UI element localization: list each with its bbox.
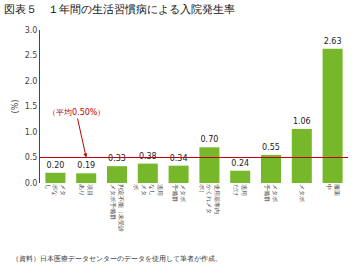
- svg-text:項目あり: 項目あり: [78, 183, 94, 196]
- svg-text:0.5: 0.5: [25, 153, 38, 162]
- svg-text:メタボ予備群: メタボ予備群: [172, 184, 187, 202]
- svg-text:図表５ １年間の生活習慣病による入院発生率: 図表５ １年間の生活習慣病による入院発生率: [4, 3, 235, 16]
- svg-text:（資料）日本医療データセンターのデータを使用して筆者が作成。: （資料）日本医療データセンターのデータを使用して筆者が作成。: [12, 255, 222, 263]
- svg-text:0.38: 0.38: [139, 152, 157, 161]
- svg-text:服薬中: 服薬中: [326, 184, 341, 196]
- svg-text:0.34: 0.34: [170, 154, 188, 163]
- svg-text:1.06: 1.06: [293, 117, 311, 126]
- svg-text:0.20: 0.20: [46, 161, 64, 170]
- svg-text:メタボなし: メタボなし: [45, 184, 68, 196]
- svg-text:0.70: 0.70: [200, 135, 218, 144]
- svg-text:使用基準内かくれメタボ）: 使用基準内かくれメタボ）: [198, 184, 222, 214]
- svg-text:3.0: 3.0: [25, 26, 38, 35]
- svg-text:0.24: 0.24: [231, 159, 249, 168]
- svg-text:2.0: 2.0: [25, 77, 38, 86]
- svg-text:適用なしメタボ: 適用なしメタボ: [133, 184, 163, 196]
- svg-text:1.0: 1.0: [25, 128, 38, 137]
- svg-text:(%): (%): [11, 100, 20, 114]
- svg-text:1.5: 1.5: [25, 102, 38, 111]
- svg-text:メタボ予備群: メタボ予備群: [264, 184, 279, 202]
- svg-text:0.55: 0.55: [262, 143, 280, 152]
- svg-text:適用だけ: 適用だけ: [232, 184, 248, 196]
- svg-text:判定不能（未受診メタボ予備群: 判定不能（未受診メタボ予備群: [110, 184, 125, 232]
- svg-text:0.19: 0.19: [77, 161, 95, 170]
- svg-text:0.0: 0.0: [25, 179, 38, 188]
- svg-text:2.63: 2.63: [324, 37, 342, 46]
- svg-text:メタボ: メタボ: [299, 184, 306, 202]
- svg-text:（平均0.50%）: （平均0.50%）: [48, 108, 105, 117]
- svg-text:0.33: 0.33: [108, 154, 126, 163]
- svg-text:2.5: 2.5: [25, 51, 38, 60]
